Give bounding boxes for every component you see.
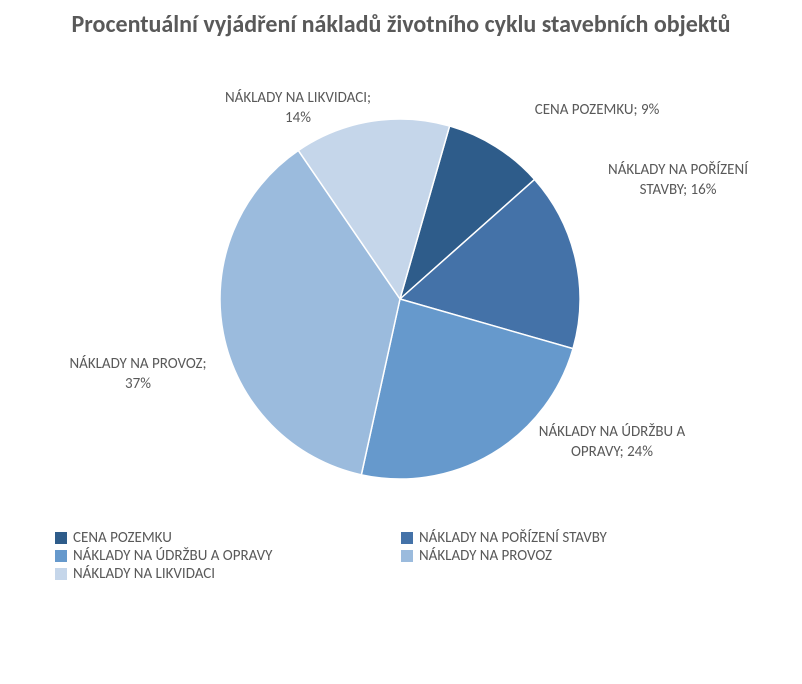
legend-label: NÁKLADY NA ÚDRŽBU A OPRAVY	[73, 547, 272, 565]
legend-item: CENA POZEMKU	[55, 529, 401, 547]
legend-label: NÁKLADY NA LIKVIDACI	[73, 565, 215, 583]
slice-label: NÁKLADY NA PROVOZ; 37%	[68, 355, 208, 394]
legend-label: NÁKLADY NA PROVOZ	[419, 547, 552, 565]
legend-swatch	[55, 550, 67, 562]
legend-item: NÁKLADY NA POŘÍZENÍ STAVBY	[401, 529, 747, 547]
legend: CENA POZEMKUNÁKLADY NA POŘÍZENÍ STAVBYNÁ…	[0, 519, 802, 583]
pie-chart-area: CENA POZEMKU; 9% NÁKLADY NA POŘÍZENÍ STAV…	[0, 39, 802, 519]
legend-swatch	[401, 532, 413, 544]
slice-label: NÁKLADY NA POŘÍZENÍ STAVBY; 16%	[588, 161, 768, 200]
legend-item: NÁKLADY NA LIKVIDACI	[55, 565, 401, 583]
slice-label: CENA POZEMKU; 9%	[512, 101, 682, 121]
legend-swatch	[401, 550, 413, 562]
chart-title: Procentuální vyjádření nákladů životního…	[0, 0, 802, 39]
slice-label: NÁKLADY NA ÚDRŽBU A OPRAVY; 24%	[512, 423, 712, 462]
legend-item: NÁKLADY NA ÚDRŽBU A OPRAVY	[55, 547, 401, 565]
legend-swatch	[55, 532, 67, 544]
slice-label: NÁKLADY NA LIKVIDACI; 14%	[218, 89, 378, 128]
legend-item: NÁKLADY NA PROVOZ	[401, 547, 747, 565]
legend-swatch	[55, 568, 67, 580]
legend-label: CENA POZEMKU	[73, 529, 172, 547]
legend-label: NÁKLADY NA POŘÍZENÍ STAVBY	[419, 529, 607, 547]
